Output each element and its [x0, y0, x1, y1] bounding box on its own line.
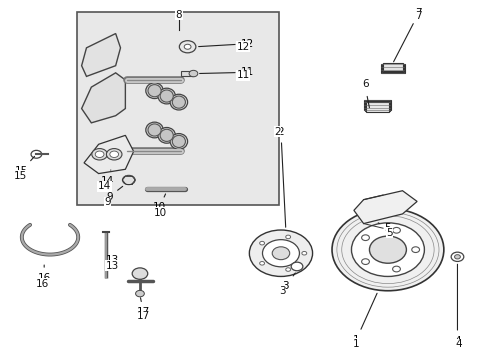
Text: 10: 10: [153, 194, 165, 212]
Circle shape: [249, 230, 312, 276]
Circle shape: [392, 228, 400, 233]
Circle shape: [331, 208, 443, 291]
Circle shape: [122, 175, 135, 185]
Bar: [382, 63, 402, 71]
Text: 16: 16: [36, 279, 49, 289]
Text: 10: 10: [154, 208, 167, 218]
Ellipse shape: [148, 85, 161, 97]
Bar: [77, 12, 278, 205]
Polygon shape: [84, 135, 133, 174]
Text: 15: 15: [14, 171, 27, 181]
Text: 2: 2: [274, 127, 280, 137]
Text: 11: 11: [199, 67, 253, 77]
Circle shape: [290, 262, 302, 271]
Ellipse shape: [172, 135, 185, 148]
Bar: [381, 64, 403, 72]
Circle shape: [179, 41, 196, 53]
Circle shape: [92, 149, 107, 160]
Circle shape: [31, 150, 41, 158]
Ellipse shape: [170, 94, 187, 110]
Text: 3: 3: [282, 273, 295, 291]
Circle shape: [351, 223, 424, 276]
Ellipse shape: [160, 129, 173, 141]
Circle shape: [361, 235, 368, 240]
Text: 17: 17: [137, 311, 150, 321]
Text: 3: 3: [279, 287, 285, 296]
Text: 9: 9: [106, 186, 122, 202]
Ellipse shape: [160, 90, 173, 102]
Polygon shape: [81, 73, 125, 123]
Circle shape: [285, 268, 290, 271]
Ellipse shape: [158, 127, 175, 143]
Text: 12: 12: [198, 39, 253, 49]
Text: 1: 1: [352, 339, 359, 348]
Text: 4: 4: [454, 339, 461, 349]
Circle shape: [369, 236, 406, 263]
Text: 2: 2: [277, 127, 285, 227]
Polygon shape: [353, 191, 416, 224]
Text: 1: 1: [352, 293, 376, 345]
Ellipse shape: [158, 88, 175, 104]
Circle shape: [454, 255, 459, 259]
Text: 17: 17: [137, 298, 150, 317]
Text: 5: 5: [377, 223, 390, 233]
Text: 6: 6: [361, 79, 367, 89]
Text: 9: 9: [104, 197, 110, 207]
Text: 16: 16: [38, 265, 51, 283]
Text: 11: 11: [236, 70, 249, 80]
Bar: [364, 101, 389, 111]
Circle shape: [361, 259, 368, 265]
Ellipse shape: [148, 124, 161, 136]
Bar: [365, 102, 388, 112]
Ellipse shape: [172, 96, 185, 108]
Bar: [380, 64, 404, 73]
Text: 13: 13: [105, 249, 119, 265]
Circle shape: [132, 268, 147, 279]
Ellipse shape: [170, 134, 187, 149]
Circle shape: [450, 252, 463, 261]
Circle shape: [189, 70, 198, 77]
Ellipse shape: [145, 122, 163, 138]
Text: 14: 14: [101, 170, 114, 185]
Text: 7: 7: [393, 8, 421, 62]
Circle shape: [110, 151, 118, 157]
Text: 8: 8: [175, 10, 182, 19]
Circle shape: [301, 251, 306, 255]
Circle shape: [285, 235, 290, 239]
Circle shape: [392, 266, 400, 272]
Circle shape: [184, 44, 191, 49]
Text: 13: 13: [105, 261, 119, 271]
Circle shape: [95, 151, 104, 157]
Text: 7: 7: [414, 12, 421, 21]
Bar: [181, 71, 193, 76]
Text: 6: 6: [361, 81, 368, 108]
Bar: [363, 100, 390, 111]
Text: 12: 12: [236, 42, 249, 52]
Circle shape: [259, 241, 264, 245]
Text: 4: 4: [453, 264, 460, 346]
Text: 8: 8: [175, 10, 182, 19]
Text: 14: 14: [98, 181, 111, 192]
Circle shape: [272, 247, 289, 260]
Polygon shape: [81, 33, 120, 76]
Circle shape: [135, 291, 144, 297]
Circle shape: [259, 261, 264, 265]
Text: 15: 15: [15, 156, 35, 176]
Ellipse shape: [145, 83, 163, 99]
Circle shape: [106, 149, 122, 160]
Circle shape: [262, 240, 299, 267]
Circle shape: [411, 247, 419, 252]
Text: 5: 5: [386, 228, 392, 238]
